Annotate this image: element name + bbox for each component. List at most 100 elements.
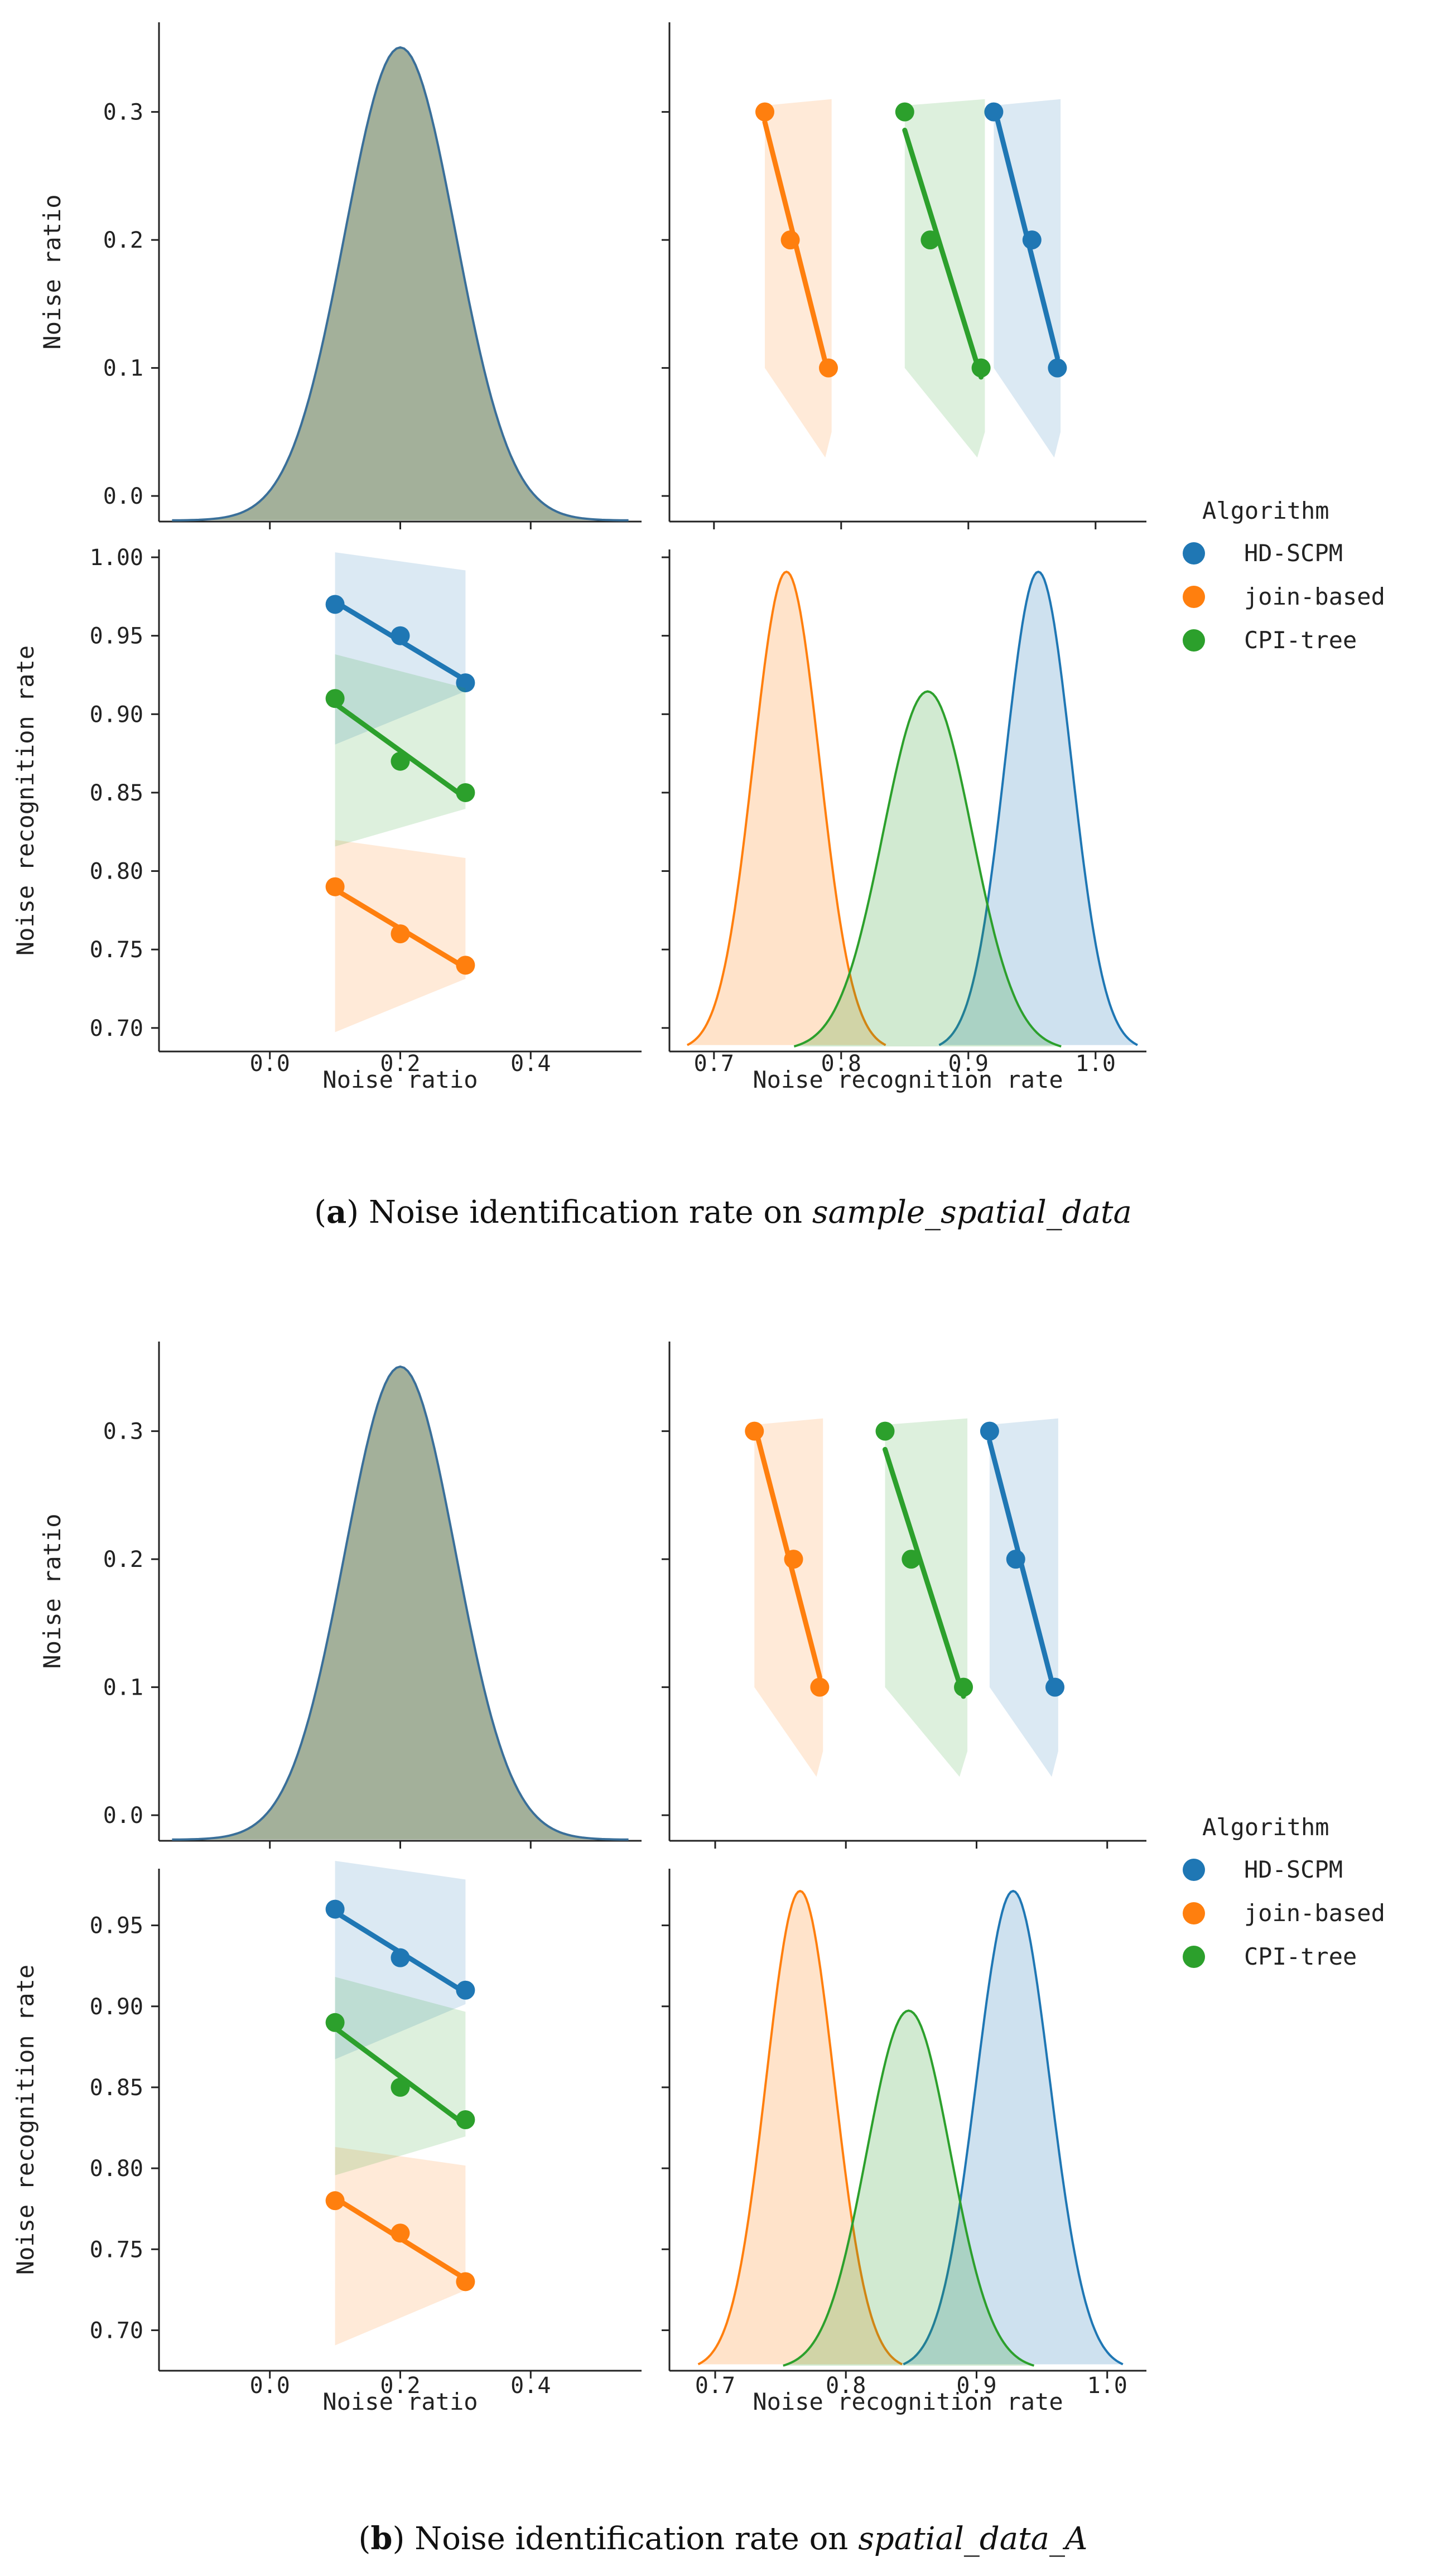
ytick-label-noise-ratio: 0.3 <box>103 1419 143 1445</box>
legend-label-join-based: join-based <box>1244 1899 1385 1927</box>
legend-marker-join-based <box>1183 586 1205 608</box>
point-join-based-ratio-vs-rate <box>745 1421 764 1441</box>
ytick-label-noise-ratio: 0.2 <box>103 228 143 253</box>
xlabel-noise-ratio: Noise ratio <box>322 2388 478 2415</box>
kde-noise-ratio-line <box>172 1365 629 1841</box>
caption-b-letter: b <box>370 2520 392 2557</box>
ci-band-cpi-tree-ratio-vs-rate <box>904 99 985 458</box>
regline-join-based-ratio-vs-rate <box>751 1422 822 1680</box>
caption-a-text: ) Noise identification rate on <box>346 1194 812 1231</box>
kde-line-hd-scpm <box>903 1889 1124 2366</box>
legend-title: Algorithm <box>1202 1813 1329 1841</box>
kde-fill-cpi-tree <box>783 2010 1034 2366</box>
legend-label-cpi-tree: CPI-tree <box>1244 626 1357 654</box>
ylabel-rate: Noise recognition rate <box>12 645 39 956</box>
ytick-label-noise-ratio: 0.1 <box>103 1675 143 1701</box>
legend-marker-hd-scpm <box>1183 542 1205 565</box>
legend-marker-cpi-tree <box>1183 629 1205 652</box>
regline-join-based-ratio-vs-rate <box>762 119 831 378</box>
point-hd-scpm-rate-vs-ratio <box>325 1899 345 1919</box>
kde-fill-join-based <box>698 1891 902 2365</box>
point-hd-scpm-ratio-vs-rate <box>1048 358 1067 378</box>
regline-cpi-tree-ratio-vs-rate <box>883 1446 966 1699</box>
xtick-label-rate: 1.0 <box>1076 1051 1116 1077</box>
regline-cpi-tree-rate-vs-ratio <box>332 2025 468 2128</box>
kde-noise-ratio-fill <box>172 1367 629 1840</box>
kde-line-join-based <box>697 1889 903 2366</box>
kde-noise-ratio-fill <box>172 47 629 520</box>
point-hd-scpm-ratio-vs-rate <box>984 102 1004 122</box>
regline-hd-scpm-ratio-vs-rate <box>991 103 1060 360</box>
ytick-label-rate: 1.00 <box>90 545 143 571</box>
xtick-label-noise-ratio: 0.4 <box>510 1051 551 1077</box>
point-join-based-ratio-vs-rate <box>810 1677 830 1697</box>
xtick-label-rate: 0.7 <box>694 1051 734 1077</box>
point-join-based-rate-vs-ratio <box>391 924 410 944</box>
point-cpi-tree-ratio-vs-rate <box>902 1550 921 1569</box>
ytick-label-rate: 0.75 <box>90 937 143 963</box>
point-cpi-tree-rate-vs-ratio <box>391 751 410 771</box>
point-hd-scpm-ratio-vs-rate <box>1022 230 1042 250</box>
xtick-label-noise-ratio: 0.4 <box>510 2373 551 2399</box>
point-hd-scpm-ratio-vs-rate <box>1045 1677 1065 1697</box>
point-join-based-ratio-vs-rate <box>755 102 774 122</box>
ytick-label-rate: 0.70 <box>90 2318 143 2343</box>
point-hd-scpm-rate-vs-ratio <box>391 626 410 645</box>
point-join-based-rate-vs-ratio <box>325 877 345 896</box>
ci-band-hd-scpm-rate-vs-ratio <box>335 552 466 745</box>
point-cpi-tree-ratio-vs-rate <box>875 1421 895 1441</box>
point-join-based-rate-vs-ratio <box>456 2272 475 2292</box>
point-cpi-tree-ratio-vs-rate <box>920 230 940 250</box>
ci-band-cpi-tree-ratio-vs-rate <box>885 1418 968 1777</box>
kde-fill-join-based <box>687 572 886 1045</box>
ci-band-join-based-rate-vs-ratio <box>335 2146 466 2346</box>
xlabel-rate: Noise recognition rate <box>753 2388 1063 2415</box>
ytick-label-rate: 0.70 <box>90 1016 143 1041</box>
point-join-based-ratio-vs-rate <box>780 230 800 250</box>
caption-a: (a) Noise identification rate on sample_… <box>314 1194 1132 1231</box>
kde-line-cpi-tree <box>783 2009 1035 2367</box>
xtick-label-rate: 0.9 <box>948 1051 989 1077</box>
point-join-based-rate-vs-ratio <box>456 956 475 975</box>
ytick-label-rate: 0.95 <box>90 624 143 649</box>
ytick-label-rate: 0.85 <box>90 780 143 806</box>
point-hd-scpm-rate-vs-ratio <box>391 1948 410 1967</box>
kde-line-cpi-tree <box>793 690 1062 1048</box>
point-cpi-tree-rate-vs-ratio <box>456 783 475 802</box>
regline-cpi-tree-rate-vs-ratio <box>332 701 468 800</box>
point-cpi-tree-ratio-vs-rate <box>895 102 914 122</box>
ytick-label-noise-ratio: 0.3 <box>103 100 143 126</box>
caption-b-dataset: spatial_data_A <box>858 2521 1087 2557</box>
caption-a-letter: a <box>326 1194 346 1231</box>
xtick-label-rate: 0.8 <box>821 1051 861 1077</box>
xtick-label-noise-ratio: 0.0 <box>250 1051 290 1077</box>
ytick-label-rate: 0.90 <box>90 702 143 727</box>
ytick-label-rate: 0.80 <box>90 2156 143 2182</box>
ci-band-hd-scpm-ratio-vs-rate <box>994 99 1061 458</box>
legend-label-hd-scpm: HD-SCPM <box>1244 539 1343 567</box>
kde-line-hd-scpm <box>938 570 1138 1046</box>
xtick-label-rate: 0.9 <box>956 2373 996 2399</box>
ytick-label-noise-ratio: 0.2 <box>103 1547 143 1572</box>
legend-b: Algorithm HD-SCPM join-based CPI-tree <box>1183 1813 1385 1970</box>
ytick-label-noise-ratio: 0.0 <box>103 1803 143 1829</box>
legend-label-cpi-tree: CPI-tree <box>1244 1943 1357 1970</box>
caption-b-text: ) Noise identification rate on <box>393 2521 859 2557</box>
point-join-based-rate-vs-ratio <box>325 2191 345 2211</box>
regline-cpi-tree-ratio-vs-rate <box>902 127 984 380</box>
point-hd-scpm-rate-vs-ratio <box>325 595 345 614</box>
point-hd-scpm-rate-vs-ratio <box>456 673 475 693</box>
caption-b-paren: ( <box>359 2521 371 2557</box>
xtick-label-rate: 0.7 <box>695 2373 735 2399</box>
caption-b: (b) Noise identification rate on spatial… <box>359 2520 1088 2557</box>
ytick-label-rate: 0.90 <box>90 1994 143 2020</box>
point-cpi-tree-rate-vs-ratio <box>325 2013 345 2032</box>
pairplot-b: 0.0 0.1 0.2 0.3 0.70 0.75 0.80 0.85 0.90 0.95 0.0 0… <box>12 1342 1385 2415</box>
kde-line-join-based <box>686 570 886 1046</box>
ytick-label-rate: 0.80 <box>90 859 143 885</box>
point-hd-scpm-ratio-vs-rate <box>980 1421 999 1441</box>
kde-fill-hd-scpm <box>903 1891 1123 2365</box>
ytick-label-rate: 0.75 <box>90 2237 143 2263</box>
xtick-label-noise-ratio: 0.0 <box>250 2373 290 2399</box>
